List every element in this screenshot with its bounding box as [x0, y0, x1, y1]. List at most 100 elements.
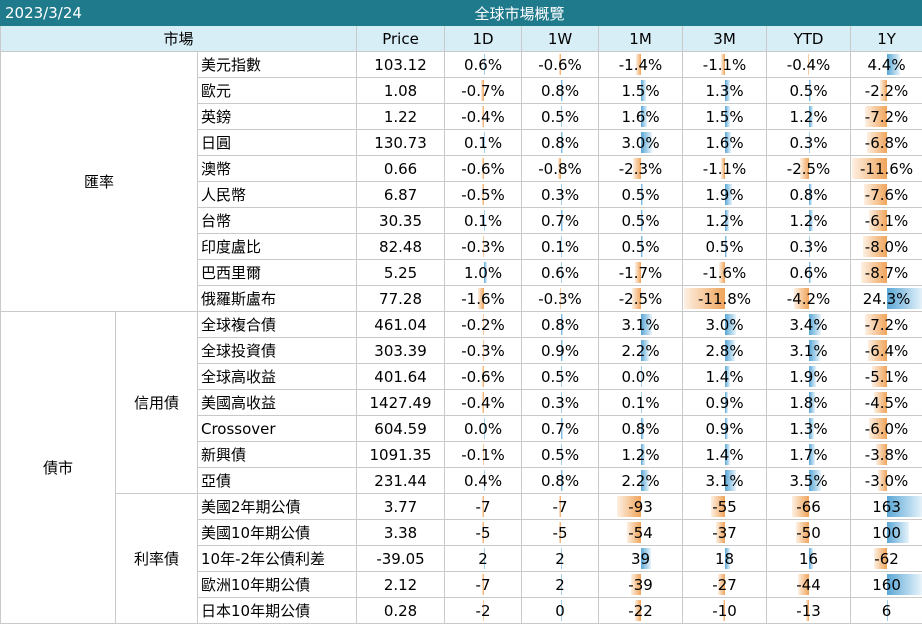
change-cell: -10 — [682, 597, 768, 624]
change-cell: -1.6% — [444, 285, 523, 312]
change-value: -0.6% — [538, 55, 582, 74]
change-value: 1.2% — [705, 211, 744, 230]
change-cell: -7.6% — [850, 181, 922, 208]
change-value: -0.4% — [461, 107, 505, 126]
negative-bar — [482, 340, 484, 361]
change-value: 0.6% — [463, 55, 503, 74]
change-value: -5 — [475, 523, 491, 542]
instrument-name: 日圓 — [196, 129, 358, 156]
instrument-name: 俄羅斯盧布 — [196, 285, 358, 312]
change-value: -55 — [712, 497, 737, 516]
change-value: 0.1% — [621, 393, 660, 412]
change-cell: 1.6% — [598, 103, 684, 130]
positive-bar — [641, 366, 643, 387]
negative-bar — [800, 158, 810, 179]
change-value: 2 — [555, 575, 565, 594]
change-cell: 0.5% — [598, 207, 684, 234]
change-value: 1.2% — [789, 107, 828, 126]
positive-bar — [887, 522, 909, 543]
change-cell: 0.5% — [521, 103, 600, 130]
change-cell: -0.3% — [444, 233, 523, 260]
change-cell: 1.7% — [766, 441, 852, 468]
change-value: -5 — [552, 523, 568, 542]
change-value: 0.8% — [540, 315, 580, 334]
change-value: 1.5% — [705, 107, 744, 126]
change-value: 3.1% — [705, 471, 744, 490]
change-value: -5.1% — [864, 367, 909, 386]
negative-bar — [482, 314, 484, 335]
change-value: -2 — [475, 601, 491, 620]
change-value: 16 — [799, 549, 819, 568]
change-value: 0.8% — [540, 471, 580, 490]
column-header-row: 市場 Price 1D 1W 1M 3M YTD 1Y — [0, 25, 922, 52]
change-value: -0.3% — [461, 341, 505, 360]
positive-bar — [560, 366, 563, 387]
change-value: 0.3% — [540, 393, 580, 412]
negative-bar — [632, 158, 642, 179]
positive-bar — [809, 132, 811, 153]
positive-bar — [483, 470, 485, 491]
negative-bar — [559, 522, 561, 543]
change-value: -7 — [475, 497, 491, 516]
instrument-name: 歐洲10年期公債 — [196, 571, 358, 598]
price-cell: 6.87 — [356, 181, 446, 208]
positive-bar — [887, 574, 922, 595]
change-value: -22 — [628, 601, 653, 620]
change-value: 0.5% — [621, 237, 660, 256]
positive-bar — [641, 210, 643, 231]
price-cell: 461.04 — [356, 311, 446, 338]
change-value: 0.8% — [621, 419, 660, 438]
change-value: -50 — [796, 523, 821, 542]
change-cell: 1.4% — [682, 441, 768, 468]
change-value: 0.5% — [540, 367, 580, 386]
change-cell: 0.0% — [444, 415, 523, 442]
positive-bar — [560, 600, 562, 621]
positive-bar — [560, 236, 562, 257]
positive-bar — [809, 392, 816, 413]
positive-bar — [641, 470, 649, 491]
negative-bar — [867, 340, 888, 361]
change-cell: 0.9% — [682, 389, 768, 416]
change-value: -0.1% — [461, 445, 505, 464]
negative-bar — [715, 522, 726, 543]
negative-bar — [722, 600, 726, 621]
change-value: 163 — [872, 497, 901, 516]
positive-bar — [560, 340, 564, 361]
change-value: -0.3% — [538, 289, 582, 308]
change-value: 1.6% — [705, 133, 744, 152]
change-value: 18 — [715, 549, 735, 568]
change-value: 0.8% — [789, 185, 828, 204]
positive-bar — [809, 548, 814, 569]
change-value: 1.3% — [705, 81, 744, 100]
change-value: 2.8% — [705, 341, 744, 360]
change-value: -93 — [628, 497, 653, 516]
instrument-name: 美國2年期公債 — [196, 493, 358, 520]
report-date: 2023/3/24 — [0, 0, 358, 26]
change-cell: 0.8% — [521, 77, 600, 104]
positive-bar — [560, 470, 564, 491]
change-value: -2.5% — [618, 289, 663, 308]
change-value: 0.0% — [621, 367, 660, 386]
change-cell: -5 — [521, 519, 600, 546]
change-value: 1.4% — [705, 367, 744, 386]
change-cell: -11.8% — [682, 285, 768, 312]
change-cell: -2.2% — [850, 77, 922, 104]
change-cell: -0.6% — [521, 51, 600, 78]
change-cell: 0.3% — [521, 389, 600, 416]
negative-bar — [721, 158, 726, 179]
change-cell: -6.1% — [850, 207, 922, 234]
positive-bar — [725, 314, 736, 335]
change-cell: 2 — [444, 545, 523, 572]
change-value: 1.6% — [621, 107, 660, 126]
change-value: 1.8% — [789, 393, 828, 412]
change-cell: -4.2% — [766, 285, 852, 312]
change-cell: 3.1% — [766, 337, 852, 364]
change-value: -13 — [796, 601, 821, 620]
change-value: 0.4% — [463, 471, 503, 490]
change-cell: 100 — [850, 519, 922, 546]
change-value: 2.2% — [621, 471, 660, 490]
change-value: -0.7% — [461, 81, 505, 100]
change-value: 0.7% — [540, 419, 580, 438]
subcategory-label: 信用債 — [115, 311, 198, 494]
change-cell: -3.0% — [850, 467, 922, 494]
